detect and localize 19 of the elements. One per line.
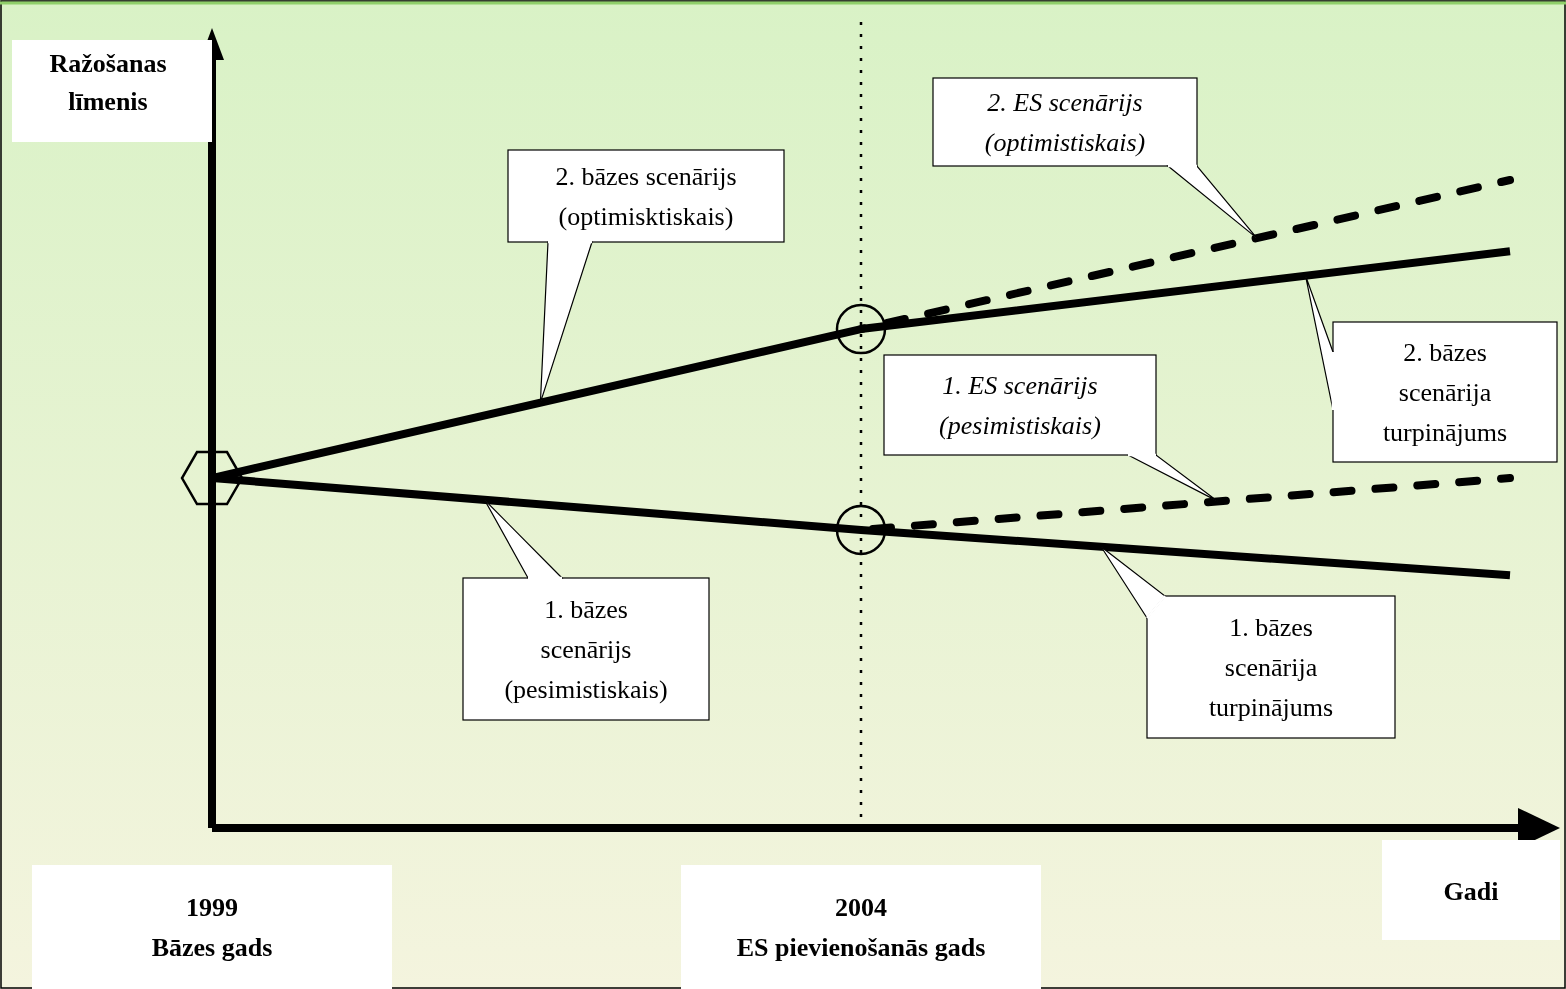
callout: 1. bāzes scenārijs (pesimistiskais) <box>462 499 710 721</box>
callout: 1. bāzes scenārija turpinājums <box>1100 546 1396 739</box>
annotation: 1. bāzes scenārijs (pesimistiskais) <box>504 595 668 704</box>
label-box: 2004 ES pievienošanās gads <box>681 865 1041 989</box>
callout: 2. bāzes scenārijs (optimisktiskais) <box>507 149 785 404</box>
label-box: Ražošanas līmenis <box>12 40 212 142</box>
x-axis-title: Gadi <box>1443 877 1499 906</box>
callout: 2. ES scenārijs (optimistiskais) <box>932 77 1258 239</box>
x-tick-label: 1999 Bāzes gads <box>151 893 273 962</box>
annotation: 2. bāzes scenārijs (optimisktiskais) <box>555 162 737 231</box>
annotation: 1. ES scenārijs (pesimistiskais) <box>939 371 1101 440</box>
annotation: 1. bāzes scenārija turpinājums <box>1208 613 1334 722</box>
annotation: 2. bāzes scenārija turpinājums <box>1382 338 1508 447</box>
y-axis-title: Ražošanas līmenis <box>49 49 167 116</box>
label-box: 1999 Bāzes gads <box>32 865 392 989</box>
callout: 1. ES scenārijs (pesimistiskais) <box>883 354 1219 502</box>
label-box: Gadi <box>1382 840 1560 940</box>
x-tick-label: 2004 ES pievienošanās gads <box>736 893 986 962</box>
callout: 2. bāzes scenārija turpinājums <box>1304 275 1558 463</box>
